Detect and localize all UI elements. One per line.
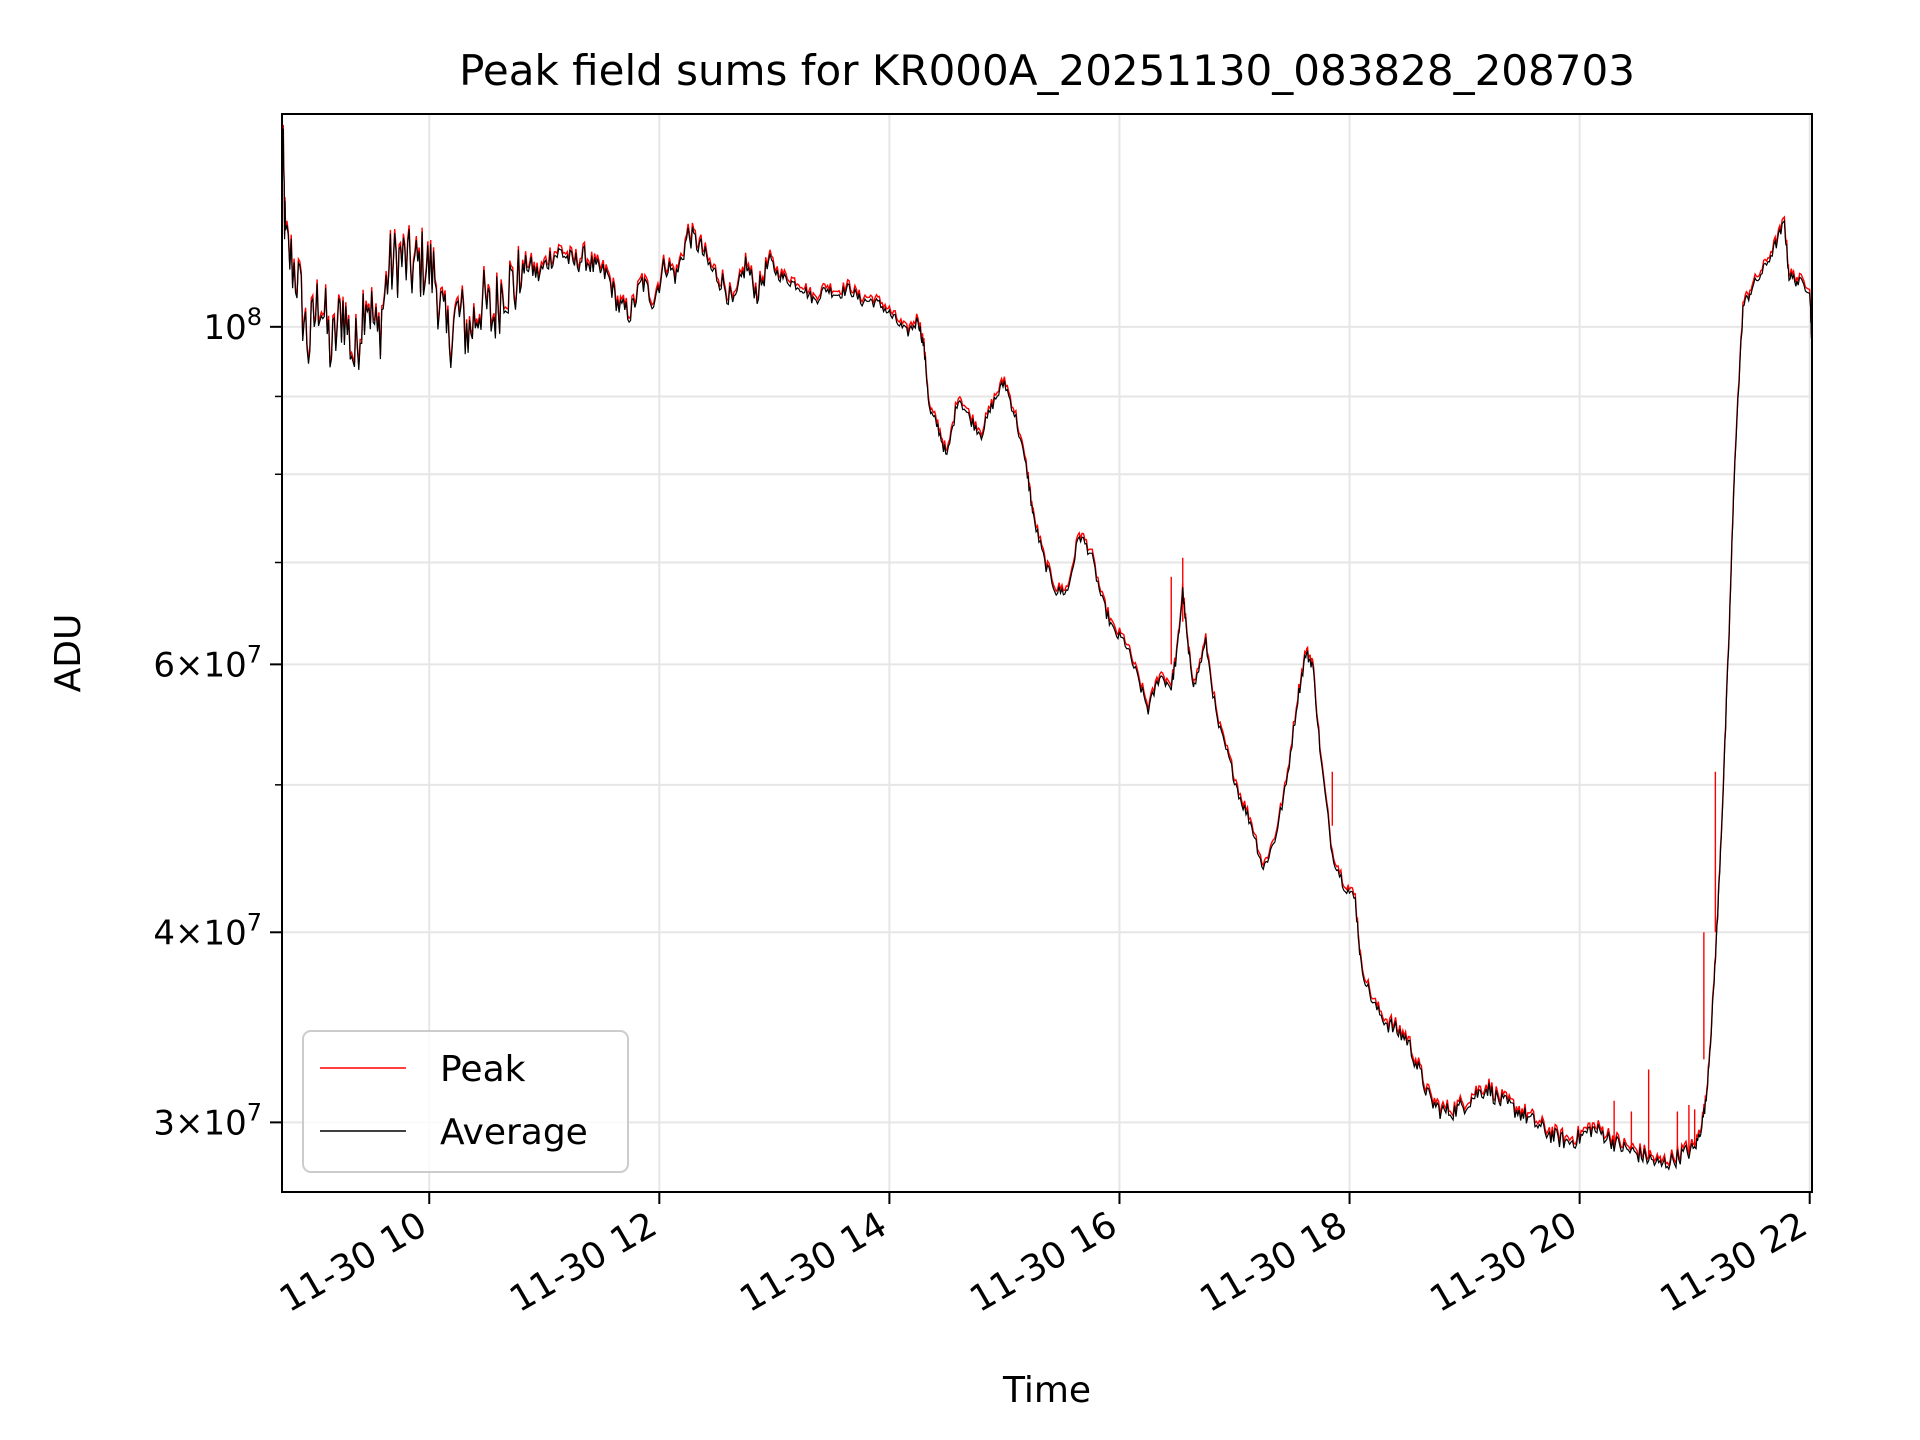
y-axis-label: ADU [48,614,89,693]
legend-box [302,1030,629,1173]
y-axis-ticks: 3×107 4×107 6×107 108 [153,303,282,1143]
series-average-line [281,113,1813,1171]
plot-series [281,113,1813,1171]
y-tick-label: 108 [203,303,262,348]
y-tick-label: 4×107 [153,908,262,953]
chart-title: Peak field sums for KR000A_20251130_0838… [459,46,1635,95]
legend: Peak Average [302,1030,629,1173]
plot-frame [281,113,1813,1193]
series-peak-line [281,113,1813,1168]
legend-average-label: Average [440,1112,588,1153]
y-tick-label: 3×107 [153,1098,262,1143]
y-tick-label: 6×107 [153,640,262,685]
x-axis-label: Time [1002,1370,1091,1411]
legend-peak-label: Peak [440,1049,526,1090]
